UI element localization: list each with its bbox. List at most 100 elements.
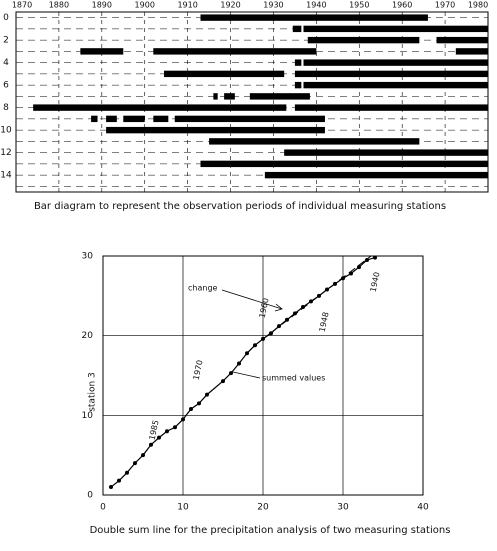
- y-tick-label: 12: [0, 148, 11, 158]
- data-point: [341, 276, 345, 281]
- data-point: [109, 485, 113, 490]
- annotation-leader: [232, 371, 261, 379]
- y-tick-label: 2: [3, 36, 9, 46]
- bar: [264, 171, 488, 179]
- bar: [307, 36, 420, 44]
- x-tick-label: 1970: [435, 1, 455, 10]
- annotation: 1960: [258, 297, 271, 319]
- bar: [106, 115, 117, 123]
- data-point: [277, 324, 281, 329]
- bar: [303, 59, 488, 66]
- bar: [294, 59, 302, 66]
- data-point: [157, 435, 161, 440]
- bar: [106, 126, 325, 134]
- bar: [209, 138, 420, 145]
- x-tick-label: 1920: [220, 1, 240, 10]
- x-tick-label: 40: [417, 503, 429, 513]
- data-point: [237, 361, 241, 366]
- data-point: [325, 287, 329, 292]
- data-point: [181, 417, 185, 422]
- data-point: [165, 429, 169, 434]
- bar: [294, 70, 488, 78]
- data-point: [357, 265, 361, 270]
- y-tick-label: 10: [82, 411, 94, 421]
- data-point: [293, 311, 297, 316]
- bar: [249, 93, 310, 100]
- bar: [200, 160, 488, 168]
- data-point: [141, 453, 145, 458]
- bar: [153, 48, 317, 55]
- caption: Bar diagram to represent the observation…: [34, 201, 446, 212]
- bar: [284, 149, 488, 156]
- y-tick-label: 14: [0, 171, 12, 181]
- x-tick-label: 1980: [468, 1, 488, 10]
- y-tick-label: 6: [3, 81, 9, 91]
- bar: [436, 36, 488, 44]
- annotation: 1985: [148, 419, 161, 441]
- data-line: [110, 257, 376, 488]
- data-point: [173, 425, 177, 430]
- data-point: [269, 331, 273, 336]
- data-point: [133, 461, 137, 466]
- y-axis-label: station 3: [88, 372, 98, 412]
- bar: [294, 81, 302, 89]
- x-tick-label: 1890: [92, 1, 112, 10]
- bar: [292, 25, 302, 33]
- y-tick-label: 20: [82, 331, 94, 341]
- data-point: [333, 281, 337, 286]
- x-tick-label: 1900: [135, 1, 155, 10]
- data-point: [365, 257, 369, 262]
- x-tick-label: 10: [177, 503, 189, 513]
- data-point: [117, 478, 121, 483]
- bar: [303, 81, 488, 89]
- annotation: summed values: [262, 374, 325, 383]
- data-point: [309, 299, 313, 304]
- x-tick-label: 1880: [49, 1, 69, 10]
- x-tick-label: 1910: [177, 1, 197, 10]
- x-tick-label: 0: [100, 503, 106, 513]
- x-tick-label: 1930: [263, 1, 283, 10]
- y-tick-label: 8: [3, 103, 9, 113]
- x-tick-label: 30: [337, 503, 349, 513]
- data-point: [221, 379, 225, 384]
- data-point: [373, 255, 377, 260]
- annotation: 1948: [318, 311, 331, 333]
- y-tick-label: 30: [82, 252, 94, 262]
- data-point: [197, 401, 201, 406]
- data-point: [349, 271, 353, 276]
- x-tick-label: 1870: [12, 1, 32, 10]
- bar: [153, 115, 169, 123]
- bar: [123, 115, 145, 123]
- x-tick-label: 1940: [306, 1, 326, 10]
- bar-diagram-frame: [15, 11, 489, 193]
- bar: [174, 115, 325, 123]
- y-tick-label: 0: [87, 491, 93, 501]
- bar: [164, 70, 285, 78]
- x-tick-label: 1950: [349, 1, 369, 10]
- data-point: [125, 470, 129, 475]
- bar: [224, 93, 235, 100]
- annotation-arrow: [221, 289, 283, 312]
- data-point: [261, 336, 265, 341]
- annotation: 1940: [369, 271, 382, 293]
- bar: [80, 48, 124, 55]
- annotation: 1970: [192, 359, 205, 381]
- data-point: [205, 392, 209, 397]
- y-tick-label: 0: [3, 13, 9, 23]
- data-point: [285, 317, 289, 322]
- bar: [213, 93, 218, 100]
- data-point: [317, 293, 321, 298]
- annotation: change: [188, 284, 218, 293]
- y-tick-label: 10: [0, 126, 12, 136]
- data-point: [245, 351, 249, 356]
- y-tick-label: 4: [3, 58, 9, 68]
- caption: Double sum line for the precipitation an…: [90, 525, 451, 536]
- bar: [455, 48, 488, 55]
- data-point: [229, 371, 233, 376]
- x-tick-label: 1960: [392, 1, 412, 10]
- bar: [294, 104, 488, 111]
- bar: [33, 104, 287, 111]
- bar: [200, 14, 428, 21]
- x-tick-label: 20: [257, 503, 269, 513]
